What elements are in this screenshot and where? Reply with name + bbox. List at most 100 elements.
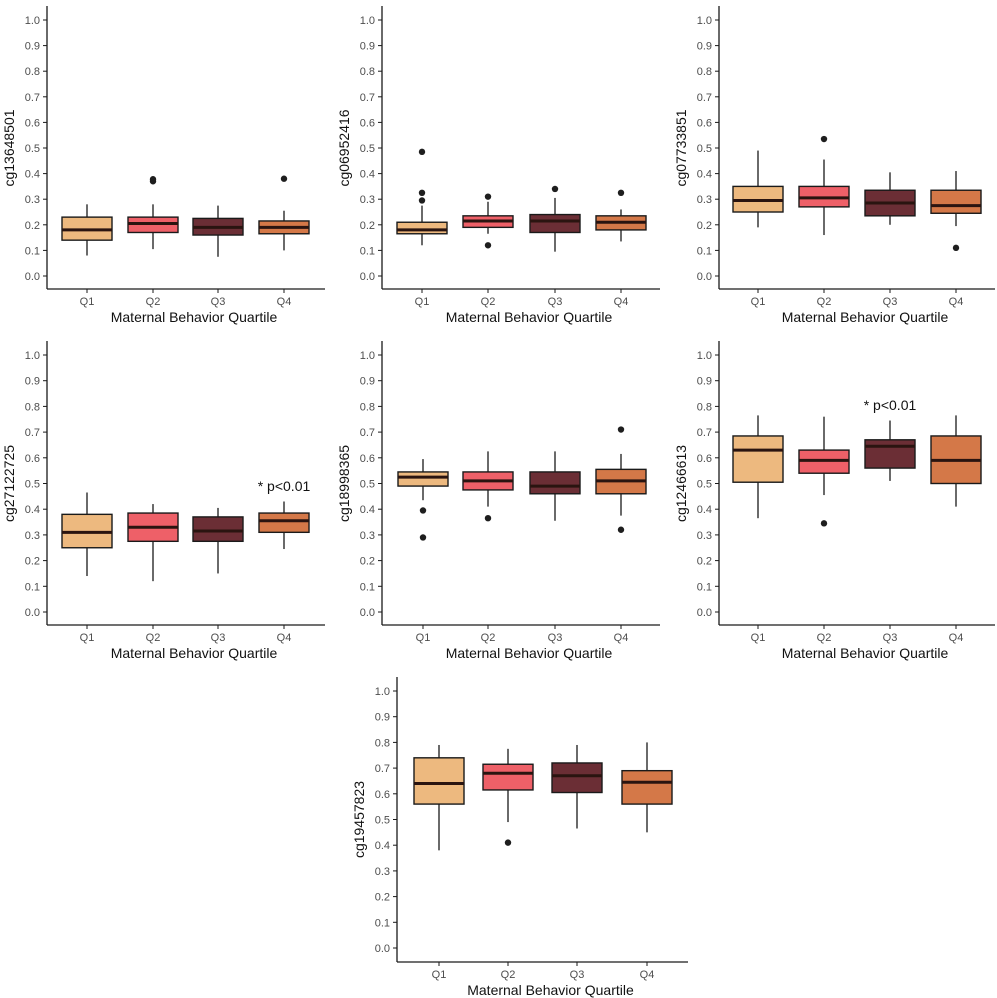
x-tick-label: Q4 — [614, 296, 629, 308]
y-tick-label: 0.4 — [375, 840, 390, 852]
y-tick-label: 0.6 — [25, 453, 40, 465]
x-tick-label: Q3 — [883, 632, 898, 644]
x-tick-label: Q1 — [415, 296, 430, 308]
y-tick-label: 0.9 — [25, 41, 40, 53]
outlier-point — [419, 507, 427, 514]
y-tick-label: 0.3 — [697, 530, 712, 542]
x-tick-label: Q1 — [432, 969, 447, 981]
x-tick-label: Q2 — [146, 632, 161, 644]
y-tick-label: 1.0 — [375, 686, 390, 698]
x-tick-label: Q3 — [211, 296, 226, 308]
y-tick-label: 0.3 — [360, 194, 375, 206]
box-iqr — [396, 221, 448, 235]
x-axis-title: Maternal Behavior Quartile — [782, 645, 949, 661]
x-tick-label: Q3 — [548, 632, 563, 644]
y-tick-label: 0.9 — [375, 712, 390, 724]
y-tick-label: 0.5 — [697, 143, 712, 155]
y-tick-label: 0.6 — [697, 453, 712, 465]
x-axis-title: Maternal Behavior Quartile — [446, 309, 613, 325]
outlier-point — [504, 839, 512, 846]
y-tick-label: 0.0 — [360, 607, 375, 619]
y-tick-label: 0.3 — [375, 866, 390, 878]
x-tick-label: Q1 — [80, 296, 95, 308]
box-Q3 — [864, 420, 916, 481]
y-tick-label: 0.4 — [360, 504, 375, 516]
y-axis-title: cg06952416 — [336, 109, 352, 186]
outlier-point — [617, 526, 625, 533]
y-tick-label: 0.7 — [375, 763, 390, 775]
x-tick-label: Q2 — [146, 296, 161, 308]
outlier-point — [418, 148, 426, 156]
outlier-point — [418, 189, 426, 196]
outlier-point — [484, 242, 492, 249]
y-tick-label: 0.2 — [360, 556, 375, 568]
y-tick-label: 0.5 — [360, 479, 375, 491]
y-tick-label: 0.0 — [25, 607, 40, 619]
outlier-point — [820, 520, 828, 527]
x-tick-label: Q1 — [751, 632, 766, 644]
y-tick-label: 0.8 — [360, 66, 375, 78]
boxplot-panel-cg27122725: 0.0 0.1 0.2 0.3 0.4 0.5 0.6 0.7 0.8 0.9 1.0 cg27122… — [1, 341, 325, 661]
box-Q4 — [595, 426, 647, 533]
box-Q1 — [732, 150, 784, 228]
x-axis-title: Maternal Behavior Quartile — [111, 645, 278, 661]
y-tick-label: 0.7 — [360, 92, 375, 104]
x-tick-label: Q4 — [614, 632, 629, 644]
y-tick-label: 0.0 — [375, 943, 390, 955]
x-tick-label: Q3 — [570, 969, 585, 981]
x-tick-label: Q1 — [416, 632, 431, 644]
y-tick-label: 0.1 — [697, 245, 712, 257]
y-tick-label: 0.1 — [360, 581, 375, 593]
x-tick-label: Q4 — [277, 296, 292, 308]
outlier-point — [280, 175, 288, 182]
box-Q3 — [529, 185, 581, 252]
y-tick-label: 0.6 — [25, 117, 40, 129]
x-tick-label: Q2 — [817, 296, 832, 308]
y-tick-label: 0.2 — [697, 556, 712, 568]
boxplot-panel-cg13648501: 0.0 0.1 0.2 0.3 0.4 0.5 0.6 0.7 0.8 0.9 1.0 cg13648… — [1, 6, 325, 325]
box-Q1 — [732, 415, 784, 519]
y-tick-label: 0.5 — [697, 479, 712, 491]
x-axis-title: Maternal Behavior Quartile — [111, 309, 278, 325]
y-tick-label: 0.9 — [697, 41, 712, 53]
y-tick-label: 0.5 — [25, 143, 40, 155]
y-tick-label: 0.0 — [697, 271, 712, 283]
box-Q3 — [551, 744, 603, 829]
outlier-point — [149, 176, 157, 183]
x-tick-label: Q2 — [501, 969, 516, 981]
outlier-point — [419, 534, 427, 541]
y-tick-label: 0.1 — [360, 245, 375, 257]
y-axis-title: cg07733851 — [673, 109, 689, 186]
x-tick-label: Q3 — [211, 632, 226, 644]
outlier-point — [484, 193, 492, 200]
box-Q4 — [595, 189, 647, 242]
y-tick-label: 0.6 — [697, 117, 712, 129]
box-iqr — [864, 439, 916, 469]
y-tick-label: 0.1 — [375, 917, 390, 929]
x-tick-label: Q3 — [548, 296, 563, 308]
box-Q1 — [396, 148, 448, 246]
box-Q1 — [61, 492, 113, 577]
box-iqr — [529, 213, 581, 234]
y-tick-label: 0.7 — [360, 427, 375, 439]
box-Q4 — [621, 742, 673, 833]
y-tick-label: 0.0 — [25, 271, 40, 283]
x-axis-title: Maternal Behavior Quartile — [782, 309, 949, 325]
y-tick-label: 0.8 — [375, 737, 390, 749]
y-axis-title: cg27122725 — [1, 445, 17, 522]
box-iqr — [930, 189, 982, 214]
y-tick-label: 1.0 — [25, 350, 40, 362]
y-tick-label: 0.6 — [375, 789, 390, 801]
y-tick-label: 0.6 — [360, 117, 375, 129]
y-tick-label: 0.4 — [697, 169, 712, 181]
y-tick-label: 0.2 — [25, 556, 40, 568]
outlier-point — [551, 185, 559, 193]
outlier-point — [952, 244, 960, 252]
y-tick-label: 1.0 — [25, 15, 40, 27]
y-tick-label: 0.1 — [697, 581, 712, 593]
boxplot-panel-cg07733851: 0.0 0.1 0.2 0.3 0.4 0.5 0.6 0.7 0.8 0.9 1.0 cg07733… — [673, 6, 995, 325]
boxplot-panel-cg12466613: 0.0 0.1 0.2 0.3 0.4 0.5 0.6 0.7 0.8 0.9 1.0 cg12466… — [673, 341, 995, 661]
y-tick-label: 0.8 — [25, 66, 40, 78]
y-tick-label: 0.3 — [25, 530, 40, 542]
